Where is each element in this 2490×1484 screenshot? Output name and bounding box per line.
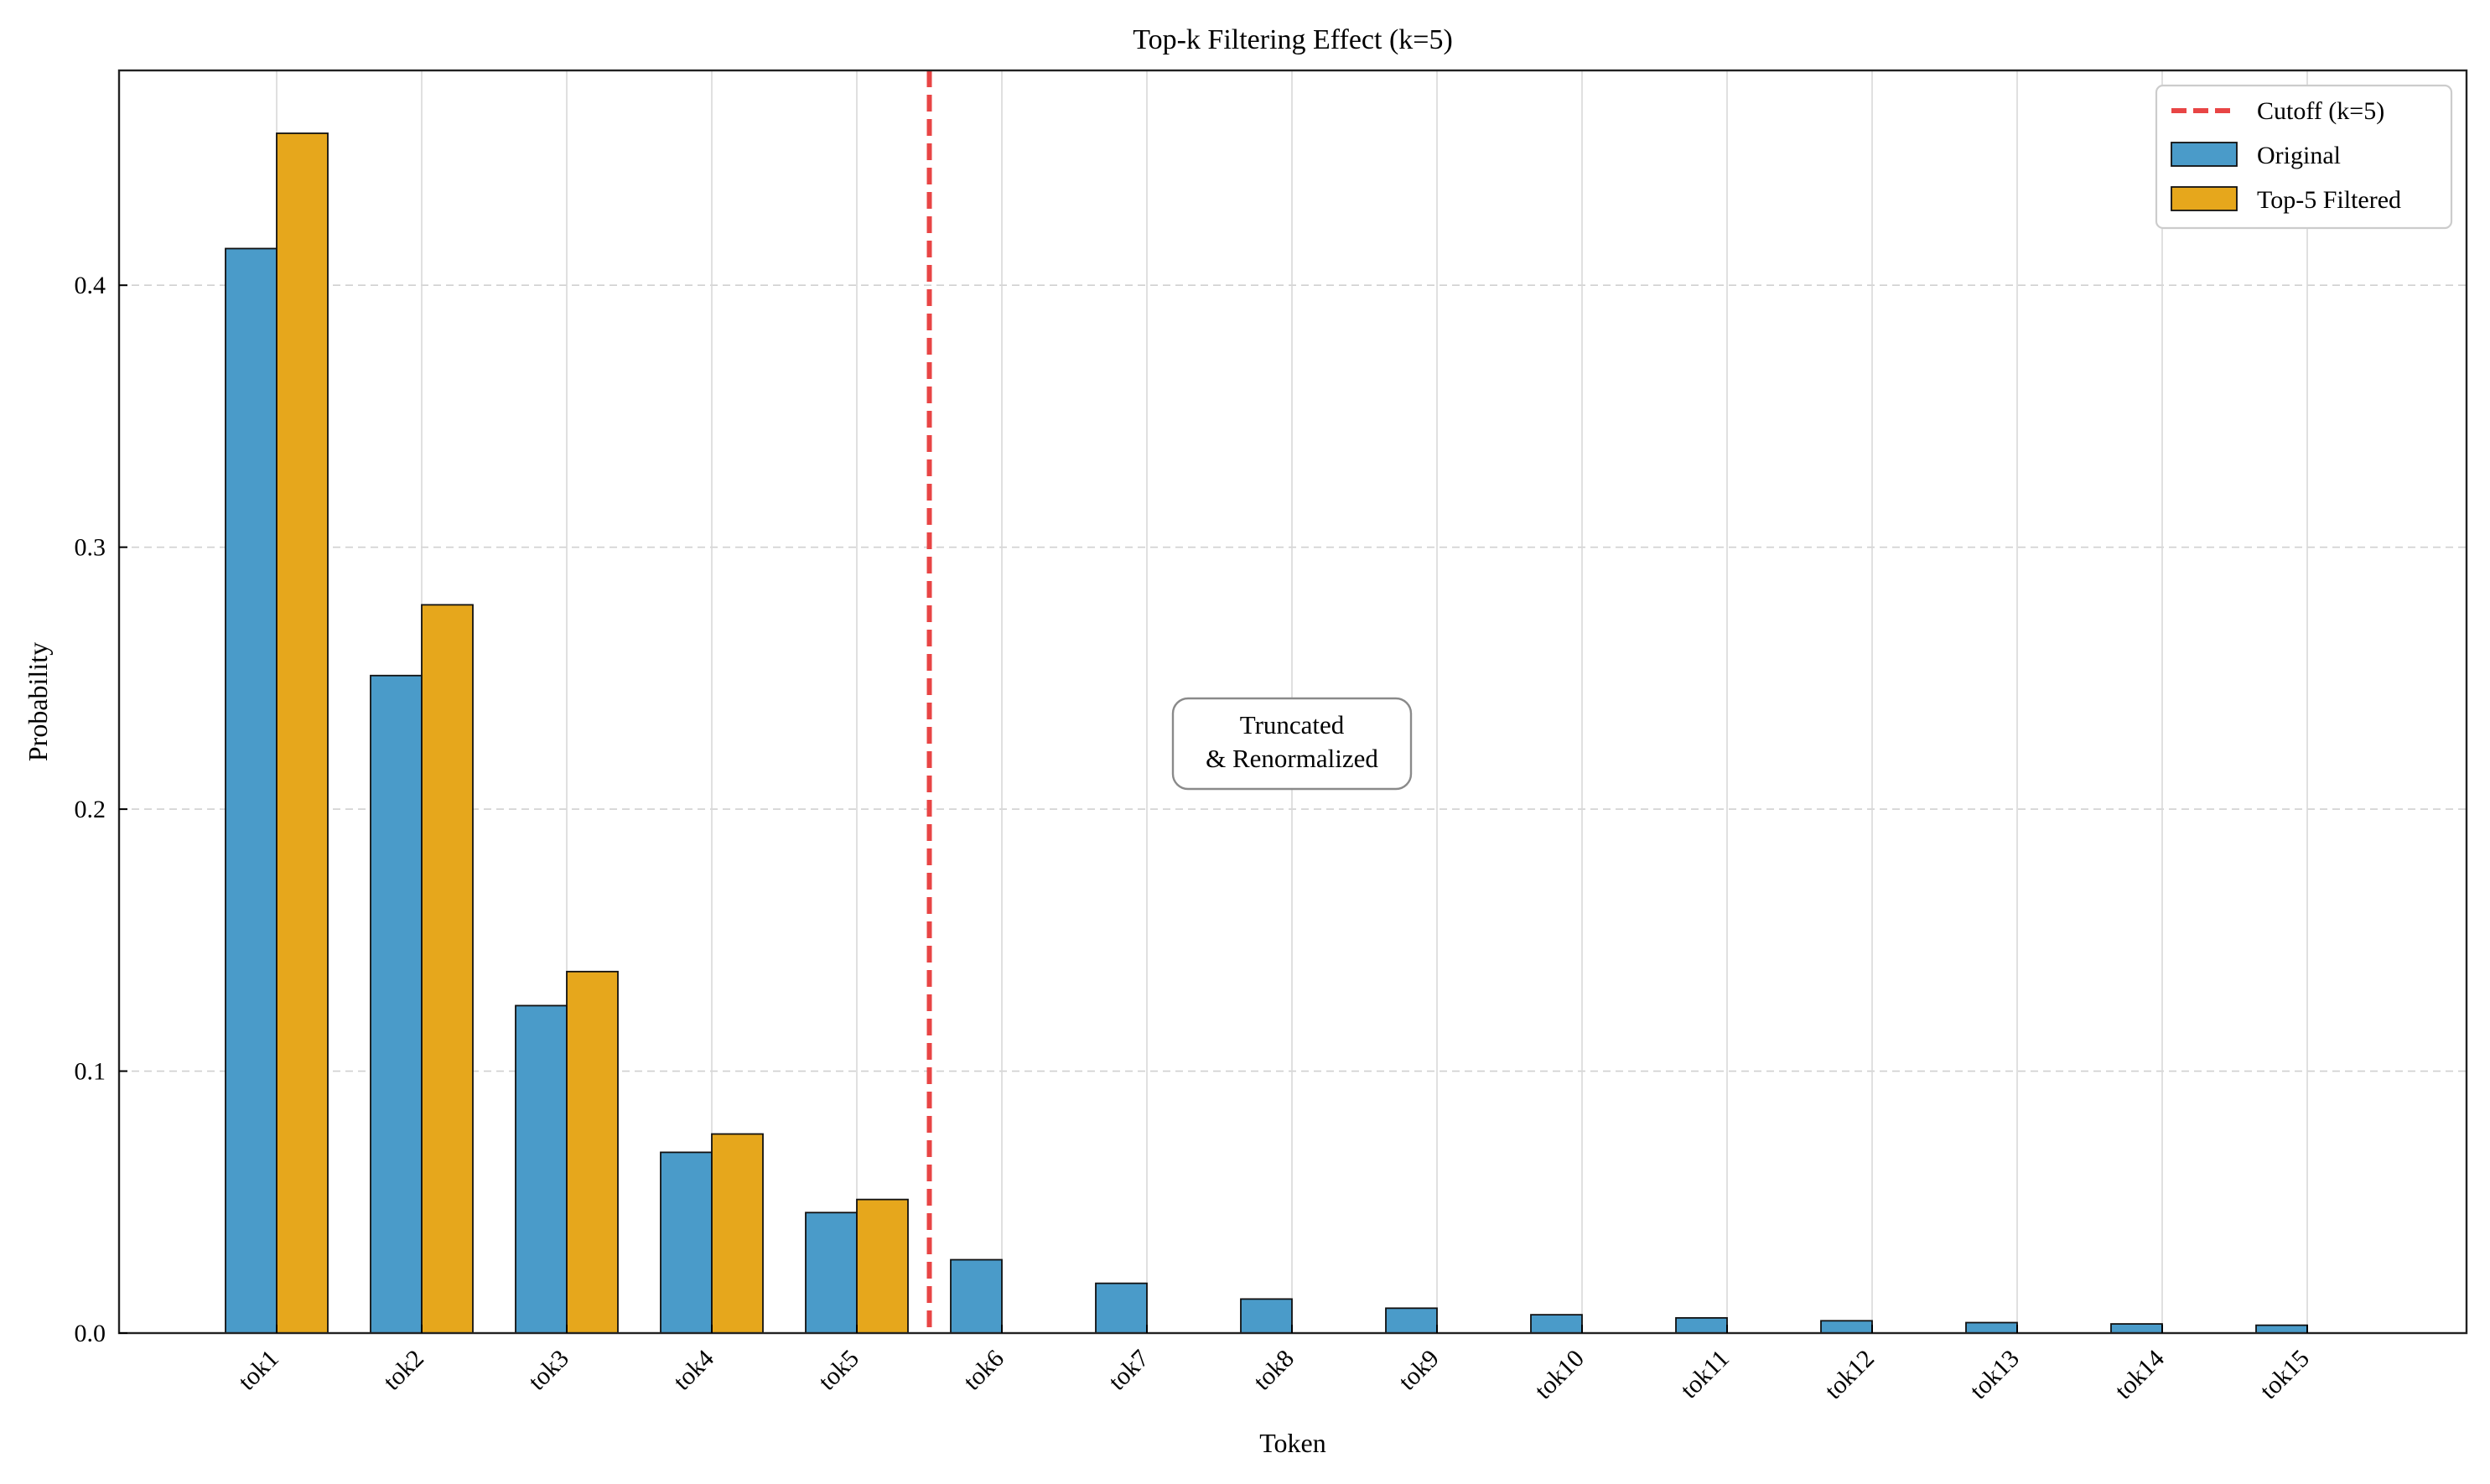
x-tick-label: tok2 [378, 1345, 429, 1396]
bar-original [660, 1151, 713, 1334]
x-tick-label: tok10 [1529, 1345, 1590, 1405]
y-axis-label: Probability [23, 642, 53, 761]
bar-original [1675, 1316, 1728, 1334]
x-tick-label: tok9 [1393, 1345, 1445, 1396]
x-tick-label: tok8 [1248, 1345, 1299, 1396]
bar-top5-filtered [566, 970, 619, 1334]
bar-top5-filtered [421, 604, 474, 1334]
bar-original [1530, 1314, 1583, 1334]
x-tick-label: tok14 [2109, 1345, 2170, 1405]
grid [119, 70, 2467, 1333]
bar-top5-filtered [276, 132, 329, 1334]
x-tick-label: tok13 [1964, 1345, 2025, 1405]
legend-cutoff-label: Cutoff (k=5) [2257, 97, 2384, 125]
x-tick-label: tok1 [233, 1345, 284, 1396]
bar-original [2110, 1323, 2163, 1334]
legend-filtered-swatch [2171, 186, 2238, 211]
x-tick-label: tok15 [2254, 1345, 2315, 1405]
legend-filtered-label: Top-5 Filtered [2257, 186, 2401, 214]
bar-original [1965, 1321, 2018, 1334]
bar-original [370, 674, 423, 1334]
x-tick-label: tok12 [1819, 1345, 1880, 1405]
x-tick-label: tok3 [523, 1345, 574, 1396]
bar-original [225, 247, 278, 1334]
legend-original-label: Original [2257, 142, 2341, 169]
annotation-frame [1171, 697, 1413, 791]
bar-original [515, 1004, 568, 1334]
y-tick-label: 0.2 [75, 796, 106, 823]
y-tick-label: 0.4 [75, 272, 106, 299]
x-tick-label: tok11 [1675, 1345, 1735, 1404]
annotation-box: Truncated & Renormalized [1171, 697, 1413, 791]
x-tick-label: tok4 [668, 1345, 719, 1396]
x-tick-label: tok7 [1103, 1345, 1154, 1396]
bar-original [2255, 1324, 2308, 1334]
annotation-line-1: Truncated [1240, 710, 1345, 739]
x-tick-label: tok5 [813, 1345, 864, 1396]
bar-original [1385, 1307, 1438, 1334]
bar-original [1820, 1320, 1873, 1334]
bar-original [1095, 1282, 1148, 1334]
x-axis-label: Token [1259, 1428, 1326, 1458]
y-tick-label: 0.0 [75, 1320, 106, 1347]
bar-original [950, 1258, 1003, 1334]
bar-top5-filtered [711, 1133, 764, 1334]
y-tick-label: 0.1 [75, 1058, 106, 1086]
x-tick-label: tok6 [958, 1345, 1009, 1396]
y-tick-label: 0.3 [75, 534, 106, 562]
chart-title: Top-k Filtering Effect (k=5) [1133, 24, 1453, 55]
legend-original-swatch [2171, 142, 2238, 167]
bar-original [805, 1212, 858, 1334]
bar-top5-filtered [856, 1198, 909, 1334]
bars [225, 132, 2308, 1334]
legend: Cutoff (k=5) Original Top-5 Filtered [2155, 84, 2453, 230]
bar-original [1240, 1298, 1293, 1334]
annotation-line-2: & Renormalized [1206, 744, 1378, 773]
